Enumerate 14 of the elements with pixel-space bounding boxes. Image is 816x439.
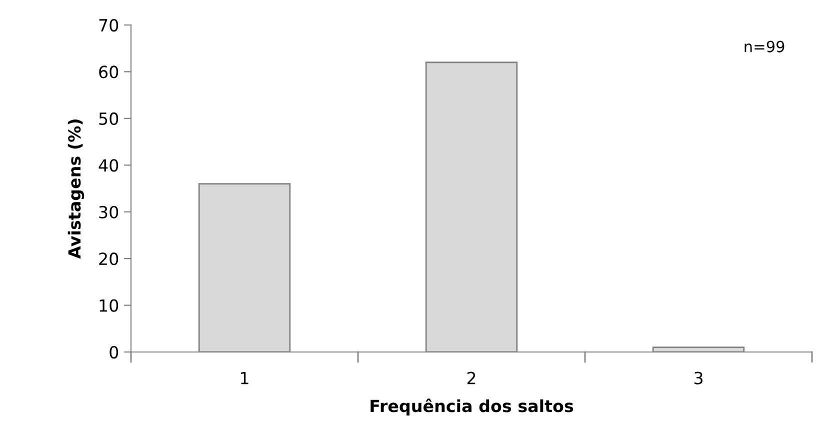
annotation: n=99	[744, 40, 784, 52]
x-tick-label: 1	[241, 372, 248, 384]
y-tick-label: 10	[100, 299, 118, 312]
y-tick-label: 30	[99, 206, 118, 218]
y-tick-label: 70	[99, 18, 118, 32]
y-tick-label: 50	[99, 112, 118, 125]
y-tick-label: 40	[98, 159, 118, 172]
y-tick-label: 0	[110, 346, 118, 359]
y-tick-label: 60	[99, 66, 118, 78]
y-axis-title: Avistagens (%)	[68, 120, 84, 259]
x-tick-label: 2	[467, 372, 476, 384]
y-tick-label: 20	[99, 252, 118, 266]
x-tick-label: 3	[694, 372, 702, 384]
x-axis-title: Frequência dos saltos	[370, 398, 574, 416]
